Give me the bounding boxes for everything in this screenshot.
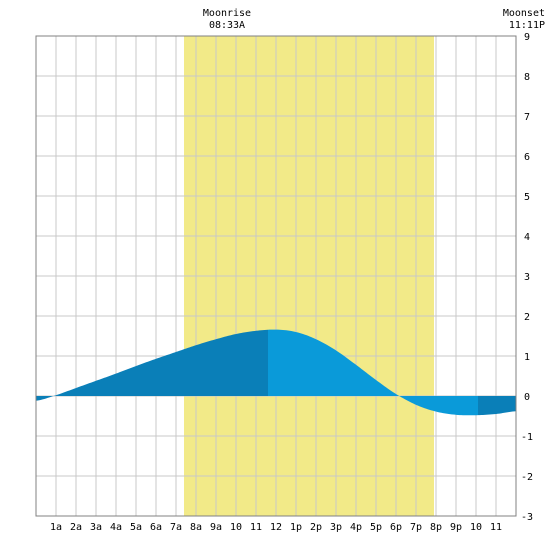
x-tick-label: 4a	[110, 522, 122, 533]
x-tick-label: 10	[470, 522, 482, 533]
x-tick-label: 1p	[290, 522, 302, 533]
x-tick-label: 10	[230, 522, 242, 533]
x-tick-label: 1a	[50, 522, 62, 533]
x-tick-label: 3p	[330, 522, 342, 533]
moonset-time: 11:11P	[509, 20, 545, 31]
tide-area-segment-3	[478, 396, 516, 416]
x-tick-label: 6p	[390, 522, 402, 533]
moonrise-label: Moonrise	[203, 8, 251, 19]
x-tick-label: 9a	[210, 522, 222, 533]
y-tick-label: -1	[521, 432, 533, 443]
tide-area-segment-1	[36, 329, 268, 401]
plot-frame	[35, 35, 517, 517]
tide-area-layer	[36, 329, 516, 416]
x-tick-label: 5p	[370, 522, 382, 533]
x-tick-label: 9p	[450, 522, 462, 533]
y-tick-label: 7	[524, 112, 530, 123]
y-tick-label: 6	[524, 152, 530, 163]
y-tick-label: -2	[521, 472, 533, 483]
x-tick-label: 8a	[190, 522, 202, 533]
grid-layer	[35, 35, 517, 517]
x-tick-label: 11	[490, 522, 502, 533]
tide-area-segment-2	[268, 329, 478, 416]
y-tick-label: 1	[524, 352, 530, 363]
x-tick-label: 3a	[90, 522, 102, 533]
moon-events: Moonrise 08:33A Moonset 11:11P	[203, 8, 545, 31]
x-tick-label: 6a	[150, 522, 162, 533]
y-tick-label: 2	[524, 312, 530, 323]
y-tick-label: 4	[524, 232, 530, 243]
x-tick-label: 12	[270, 522, 282, 533]
moonset-label: Moonset	[503, 8, 545, 19]
x-tick-label: 8p	[430, 522, 442, 533]
x-tick-label: 4p	[350, 522, 362, 533]
y-tick-label: 0	[524, 392, 530, 403]
y-tick-label: 8	[524, 72, 530, 83]
x-tick-label: 5a	[130, 522, 142, 533]
y-tick-label: 9	[524, 32, 530, 43]
y-tick-label: -3	[521, 512, 533, 523]
x-tick-label: 11	[250, 522, 262, 533]
x-tick-label: 2p	[310, 522, 322, 533]
x-tick-labels: 1a 2a 3a 4a 5a 6a 7a 8a 9a 10 11 12 1p 2p 3p 4p 5p 6p 7p 8p…	[50, 522, 502, 533]
x-tick-label: 7a	[170, 522, 182, 533]
x-tick-label: 7p	[410, 522, 422, 533]
y-tick-label: 3	[524, 272, 530, 283]
moonrise-time: 08:33A	[209, 20, 245, 31]
x-tick-label: 2a	[70, 522, 82, 533]
y-tick-label: 5	[524, 192, 530, 203]
y-tick-labels: 9 8 7 6 5 4 3 2 1 0 -1 -2 -3	[521, 32, 533, 523]
